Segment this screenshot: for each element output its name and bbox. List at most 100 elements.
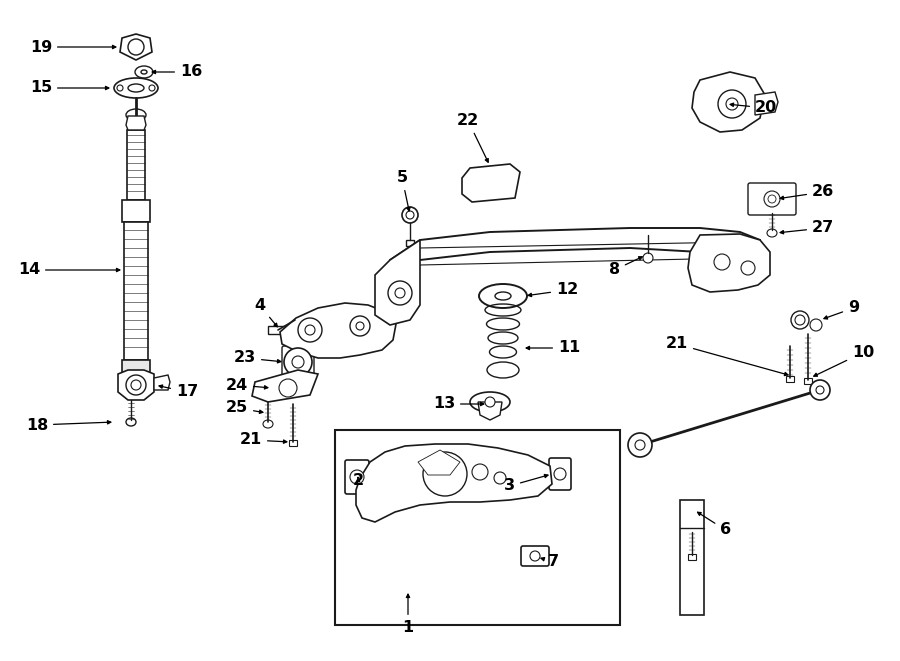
Ellipse shape bbox=[135, 66, 153, 78]
Circle shape bbox=[554, 468, 566, 480]
Bar bbox=[122, 200, 150, 222]
Ellipse shape bbox=[479, 284, 527, 308]
Text: 23: 23 bbox=[234, 350, 281, 366]
Circle shape bbox=[298, 318, 322, 342]
Text: 22: 22 bbox=[457, 113, 488, 162]
Ellipse shape bbox=[767, 229, 777, 237]
Text: 16: 16 bbox=[152, 65, 202, 79]
Ellipse shape bbox=[470, 392, 510, 412]
Polygon shape bbox=[692, 72, 765, 132]
Bar bbox=[122, 360, 150, 374]
Ellipse shape bbox=[495, 292, 511, 300]
Circle shape bbox=[810, 319, 822, 331]
Circle shape bbox=[472, 464, 488, 480]
Ellipse shape bbox=[114, 78, 158, 98]
Circle shape bbox=[741, 261, 755, 275]
Bar bbox=[644, 230, 652, 236]
Circle shape bbox=[643, 253, 653, 263]
Text: 9: 9 bbox=[824, 301, 859, 319]
Bar bbox=[335, 430, 620, 625]
Polygon shape bbox=[126, 116, 146, 130]
Circle shape bbox=[764, 191, 780, 207]
Circle shape bbox=[485, 397, 495, 407]
Ellipse shape bbox=[126, 109, 146, 121]
Circle shape bbox=[726, 98, 738, 110]
FancyBboxPatch shape bbox=[748, 183, 796, 215]
Text: 5: 5 bbox=[396, 170, 410, 211]
Text: 14: 14 bbox=[18, 262, 120, 278]
Circle shape bbox=[402, 207, 418, 223]
Text: 21: 21 bbox=[666, 336, 788, 375]
Circle shape bbox=[406, 211, 414, 219]
Text: 18: 18 bbox=[26, 418, 111, 432]
Ellipse shape bbox=[263, 420, 273, 428]
Text: 2: 2 bbox=[353, 473, 364, 488]
Bar bbox=[268, 326, 290, 334]
Circle shape bbox=[494, 472, 506, 484]
Circle shape bbox=[126, 375, 146, 395]
Circle shape bbox=[279, 379, 297, 397]
Bar bbox=[474, 174, 510, 196]
Text: 20: 20 bbox=[730, 100, 778, 116]
Text: 19: 19 bbox=[30, 40, 116, 54]
Polygon shape bbox=[390, 228, 760, 278]
Ellipse shape bbox=[128, 84, 144, 92]
Polygon shape bbox=[755, 92, 778, 115]
Circle shape bbox=[768, 195, 776, 203]
Circle shape bbox=[356, 322, 364, 330]
FancyBboxPatch shape bbox=[521, 546, 549, 566]
Circle shape bbox=[149, 85, 155, 91]
Circle shape bbox=[305, 325, 315, 335]
FancyBboxPatch shape bbox=[549, 458, 571, 490]
Bar bbox=[680, 500, 704, 615]
Circle shape bbox=[128, 39, 144, 55]
Polygon shape bbox=[688, 234, 770, 292]
Bar bbox=[786, 376, 794, 382]
Bar bbox=[127, 130, 145, 200]
FancyBboxPatch shape bbox=[282, 346, 314, 378]
Text: 25: 25 bbox=[226, 401, 263, 416]
Text: 17: 17 bbox=[159, 385, 198, 399]
Ellipse shape bbox=[487, 362, 519, 378]
Text: 6: 6 bbox=[698, 512, 731, 537]
Bar bbox=[289, 440, 297, 446]
Circle shape bbox=[530, 551, 540, 561]
Text: 21: 21 bbox=[239, 432, 287, 447]
Bar bbox=[406, 240, 414, 246]
Circle shape bbox=[718, 90, 746, 118]
Polygon shape bbox=[118, 370, 154, 400]
Text: 3: 3 bbox=[504, 475, 548, 494]
FancyBboxPatch shape bbox=[345, 460, 369, 494]
Text: 27: 27 bbox=[780, 221, 834, 235]
Text: 4: 4 bbox=[254, 297, 277, 327]
Bar bbox=[688, 554, 696, 560]
Bar bbox=[124, 222, 148, 360]
Text: 1: 1 bbox=[402, 594, 414, 635]
Circle shape bbox=[714, 254, 730, 270]
Circle shape bbox=[628, 433, 652, 457]
Polygon shape bbox=[252, 370, 318, 402]
Ellipse shape bbox=[141, 70, 147, 74]
Text: 7: 7 bbox=[541, 555, 559, 570]
Circle shape bbox=[292, 356, 304, 368]
Circle shape bbox=[791, 311, 809, 329]
Text: 11: 11 bbox=[526, 340, 580, 356]
Circle shape bbox=[117, 85, 123, 91]
Circle shape bbox=[395, 288, 405, 298]
Circle shape bbox=[350, 470, 364, 484]
Circle shape bbox=[350, 316, 370, 336]
Polygon shape bbox=[356, 444, 552, 522]
Circle shape bbox=[423, 452, 467, 496]
Circle shape bbox=[795, 315, 805, 325]
Text: 13: 13 bbox=[433, 397, 484, 412]
Polygon shape bbox=[280, 303, 396, 358]
Circle shape bbox=[816, 386, 824, 394]
Polygon shape bbox=[120, 34, 152, 60]
Circle shape bbox=[284, 348, 312, 376]
Text: 26: 26 bbox=[780, 184, 834, 200]
Polygon shape bbox=[478, 402, 502, 420]
Text: 24: 24 bbox=[226, 377, 268, 393]
Text: 15: 15 bbox=[30, 81, 109, 95]
Bar bbox=[804, 378, 812, 384]
Text: 12: 12 bbox=[528, 282, 578, 297]
